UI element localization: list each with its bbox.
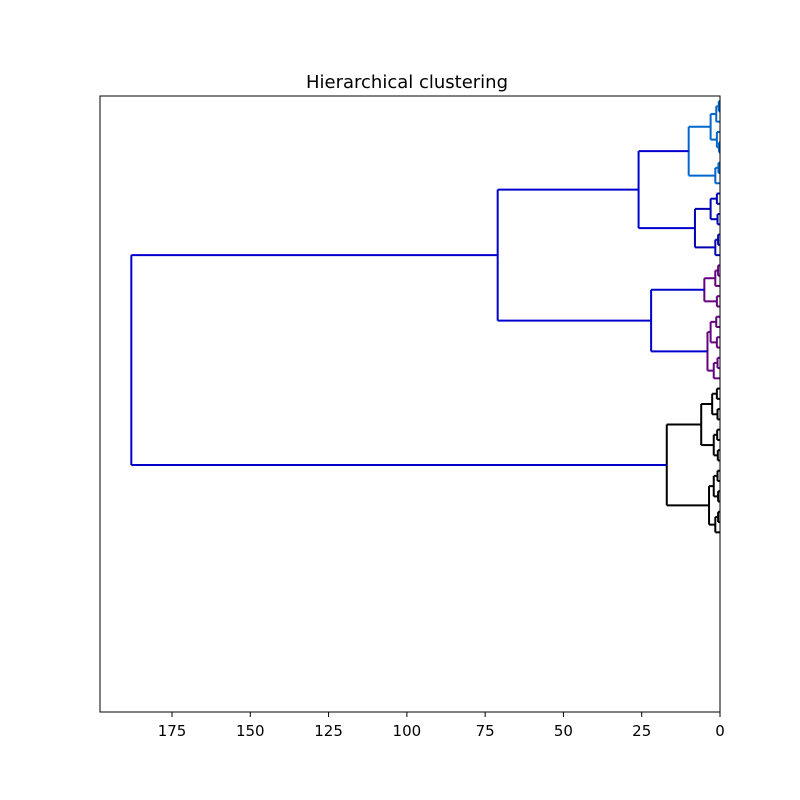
x-tick-label: 50 [554,722,573,740]
x-tick-label: 125 [314,722,343,740]
x-tick-label: 150 [236,722,265,740]
dendrogram-links [130,100,721,534]
x-tick-label: 75 [476,722,495,740]
plot-frame [99,95,721,713]
x-tick-label: 175 [158,722,187,740]
x-tick-label: 0 [715,722,725,740]
chart-title: Hierarchical clustering [306,72,508,93]
x-tick-label: 100 [393,722,422,740]
x-axis-ticks: 175 150 125 100 75 50 25 0 [158,712,725,740]
x-tick-label: 25 [632,722,651,740]
